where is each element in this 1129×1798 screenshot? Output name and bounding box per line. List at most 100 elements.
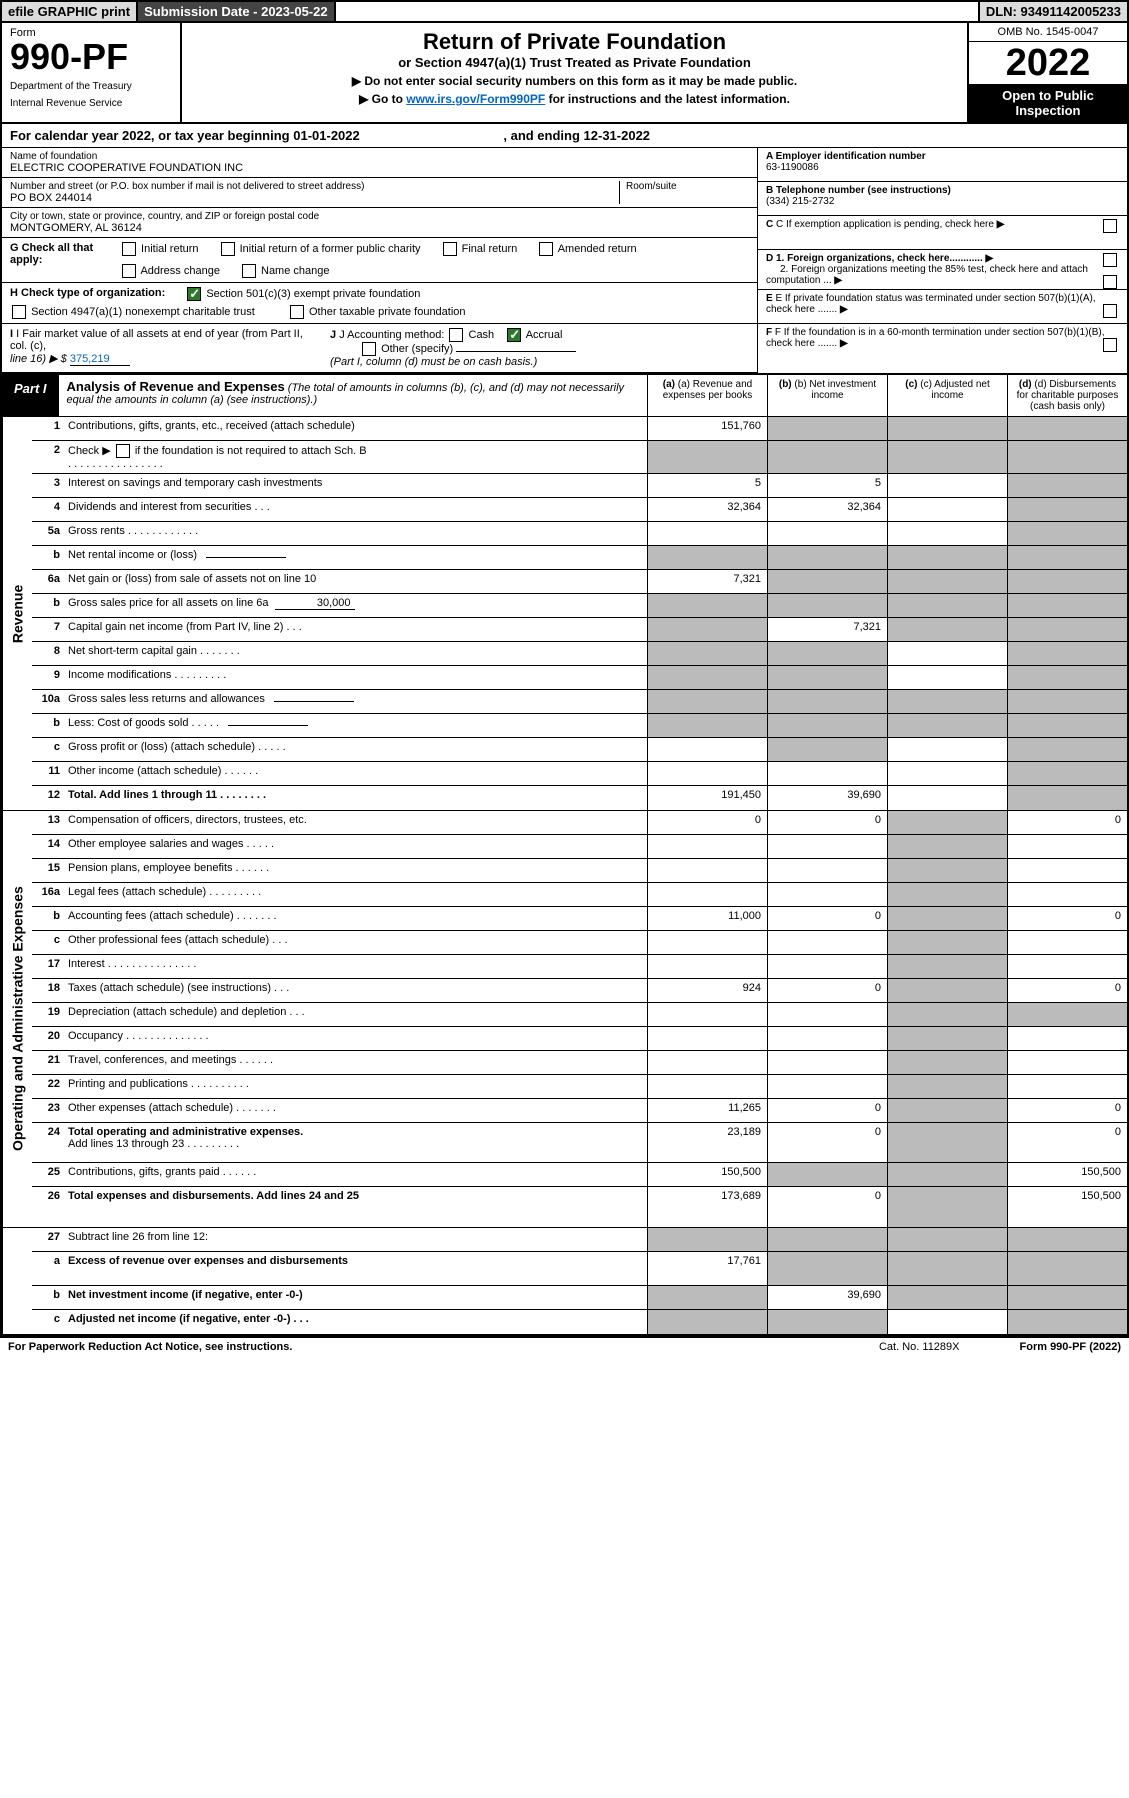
- year-block: OMB No. 1545-0047 2022 Open to PublicIns…: [967, 23, 1127, 122]
- city-state-zip: MONTGOMERY, AL 36124: [10, 222, 749, 234]
- line-13: 13Compensation of officers, directors, t…: [32, 811, 1127, 835]
- cash-checkbox[interactable]: [449, 328, 463, 342]
- line-17: 17Interest . . . . . . . . . . . . . . .: [32, 955, 1127, 979]
- line-15: 15Pension plans, employee benefits . . .…: [32, 859, 1127, 883]
- section-c: C C If exemption application is pending,…: [758, 216, 1127, 250]
- line-8: 8Net short-term capital gain . . . . . .…: [32, 642, 1127, 666]
- other-taxable-checkbox[interactable]: [290, 305, 304, 319]
- line-16c: cOther professional fees (attach schedul…: [32, 931, 1127, 955]
- open-public-badge: Open to PublicInspection: [969, 84, 1127, 122]
- line-6a: 6aNet gain or (loss) from sale of assets…: [32, 570, 1127, 594]
- dept-treasury: Department of the Treasury: [10, 81, 172, 92]
- other-method-checkbox[interactable]: [362, 342, 376, 356]
- line-27b: bNet investment income (if negative, ent…: [32, 1286, 1127, 1310]
- foreign-85-checkbox[interactable]: [1103, 275, 1117, 289]
- amended-return-checkbox[interactable]: [539, 242, 553, 256]
- tax-year: 2022: [969, 42, 1127, 84]
- submission-date: Submission Date - 2023-05-22: [138, 2, 336, 21]
- line-19: 19Depreciation (attach schedule) and dep…: [32, 1003, 1127, 1027]
- ein-row: A Employer identification number 63-1190…: [758, 148, 1127, 182]
- initial-return-checkbox[interactable]: [122, 242, 136, 256]
- city-row: City or town, state or province, country…: [2, 208, 757, 238]
- line-10b: bLess: Cost of goods sold . . . . .: [32, 714, 1127, 738]
- line-12: 12Total. Add lines 1 through 11 . . . . …: [32, 786, 1127, 810]
- expenses-section: Operating and Administrative Expenses 13…: [2, 811, 1127, 1228]
- sch-b-checkbox[interactable]: [116, 444, 130, 458]
- instr-ssn: ▶ Do not enter social security numbers o…: [194, 74, 955, 88]
- omb-number: OMB No. 1545-0047: [969, 23, 1127, 42]
- form990pf-link[interactable]: www.irs.gov/Form990PF: [406, 92, 545, 106]
- section-g: G Check all that apply: Initial return I…: [2, 238, 757, 283]
- form-version: Form 990-PF (2022): [1020, 1341, 1122, 1353]
- column-headers: (a) (a) Revenue and expenses per books (…: [647, 375, 1127, 416]
- expenses-side-label: Operating and Administrative Expenses: [2, 811, 32, 1227]
- line-27a: aExcess of revenue over expenses and dis…: [32, 1252, 1127, 1286]
- line-2: 2Check ▶ if the foundation is not requir…: [32, 441, 1127, 474]
- line-24: 24Total operating and administrative exp…: [32, 1123, 1127, 1163]
- final-return-checkbox[interactable]: [443, 242, 457, 256]
- address-row: Number and street (or P.O. box number if…: [2, 178, 757, 208]
- line-10c: cGross profit or (loss) (attach schedule…: [32, 738, 1127, 762]
- status-terminated-checkbox[interactable]: [1103, 304, 1117, 318]
- section-f: F F If the foundation is in a 60-month t…: [758, 324, 1127, 358]
- line-22: 22Printing and publications . . . . . . …: [32, 1075, 1127, 1099]
- topbar: efile GRAPHIC print Submission Date - 20…: [2, 2, 1127, 23]
- initial-return-former-checkbox[interactable]: [221, 242, 235, 256]
- address: PO BOX 244014: [10, 192, 619, 204]
- line-20: 20Occupancy . . . . . . . . . . . . . .: [32, 1027, 1127, 1051]
- identification-block: Name of foundation ELECTRIC COOPERATIVE …: [2, 148, 1127, 375]
- summary-section: 27Subtract line 26 from line 12: aExcess…: [2, 1228, 1127, 1336]
- part1-title: Analysis of Revenue and Expenses (The to…: [59, 375, 647, 416]
- form-container: efile GRAPHIC print Submission Date - 20…: [0, 0, 1129, 1338]
- 501c3-checkbox[interactable]: [187, 287, 201, 301]
- revenue-section: Revenue 1Contributions, gifts, grants, e…: [2, 417, 1127, 811]
- line-18: 18Taxes (attach schedule) (see instructi…: [32, 979, 1127, 1003]
- line-26: 26Total expenses and disbursements. Add …: [32, 1187, 1127, 1227]
- line-16b: bAccounting fees (attach schedule) . . .…: [32, 907, 1127, 931]
- line-5b: bNet rental income or (loss): [32, 546, 1127, 570]
- col-c-header: (c) (c) Adjusted net income: [887, 375, 1007, 416]
- line-21: 21Travel, conferences, and meetings . . …: [32, 1051, 1127, 1075]
- col-b-header: (b) (b) Net investment income: [767, 375, 887, 416]
- room-suite: Room/suite: [619, 181, 749, 204]
- col-a-header: (a) (a) Revenue and expenses per books: [647, 375, 767, 416]
- section-e: E E If private foundation status was ter…: [758, 290, 1127, 324]
- form-header: Form 990-PF Department of the Treasury I…: [2, 23, 1127, 124]
- efile-print-button[interactable]: efile GRAPHIC print: [2, 2, 138, 21]
- foundation-name: ELECTRIC COOPERATIVE FOUNDATION INC: [10, 162, 749, 174]
- form-number-block: Form 990-PF Department of the Treasury I…: [2, 23, 182, 122]
- page-footer: For Paperwork Reduction Act Notice, see …: [0, 1338, 1129, 1356]
- dln-label: DLN: 93491142005233: [978, 2, 1127, 21]
- line-3: 3Interest on savings and temporary cash …: [32, 474, 1127, 498]
- col-d-header: (d) (d) Disbursements for charitable pur…: [1007, 375, 1127, 416]
- section-d: D 1. Foreign organizations, check here..…: [758, 250, 1127, 290]
- 4947a1-checkbox[interactable]: [12, 305, 26, 319]
- line-14: 14Other employee salaries and wages . . …: [32, 835, 1127, 859]
- fmv-value: 375,219: [70, 353, 130, 366]
- line-1: 1Contributions, gifts, grants, etc., rec…: [32, 417, 1127, 441]
- address-change-checkbox[interactable]: [122, 264, 136, 278]
- foreign-org-checkbox[interactable]: [1103, 253, 1117, 267]
- line-16a: 16aLegal fees (attach schedule) . . . . …: [32, 883, 1127, 907]
- foundation-name-row: Name of foundation ELECTRIC COOPERATIVE …: [2, 148, 757, 178]
- line-27c: cAdjusted net income (if negative, enter…: [32, 1310, 1127, 1334]
- line-6b: bGross sales price for all assets on lin…: [32, 594, 1127, 618]
- 60month-checkbox[interactable]: [1103, 338, 1117, 352]
- accrual-checkbox[interactable]: [507, 328, 521, 342]
- revenue-side-label: Revenue: [2, 417, 32, 810]
- section-i-j: I I Fair market value of all assets at e…: [2, 324, 757, 373]
- line-27: 27Subtract line 26 from line 12:: [32, 1228, 1127, 1252]
- line-7: 7Capital gain net income (from Part IV, …: [32, 618, 1127, 642]
- exemption-pending-checkbox[interactable]: [1103, 219, 1117, 233]
- form-title-block: Return of Private Foundation or Section …: [182, 23, 967, 122]
- phone-value: (334) 215-2732: [766, 196, 834, 207]
- name-change-checkbox[interactable]: [242, 264, 256, 278]
- line-25: 25Contributions, gifts, grants paid . . …: [32, 1163, 1127, 1187]
- form-number: 990-PF: [10, 39, 172, 75]
- line-9: 9Income modifications . . . . . . . . .: [32, 666, 1127, 690]
- section-h: H Check type of organization: Section 50…: [2, 283, 757, 324]
- line-10a: 10aGross sales less returns and allowanc…: [32, 690, 1127, 714]
- ein-value: 63-1190086: [766, 162, 819, 173]
- part1-label: Part I: [2, 375, 59, 416]
- paperwork-notice: For Paperwork Reduction Act Notice, see …: [8, 1341, 292, 1353]
